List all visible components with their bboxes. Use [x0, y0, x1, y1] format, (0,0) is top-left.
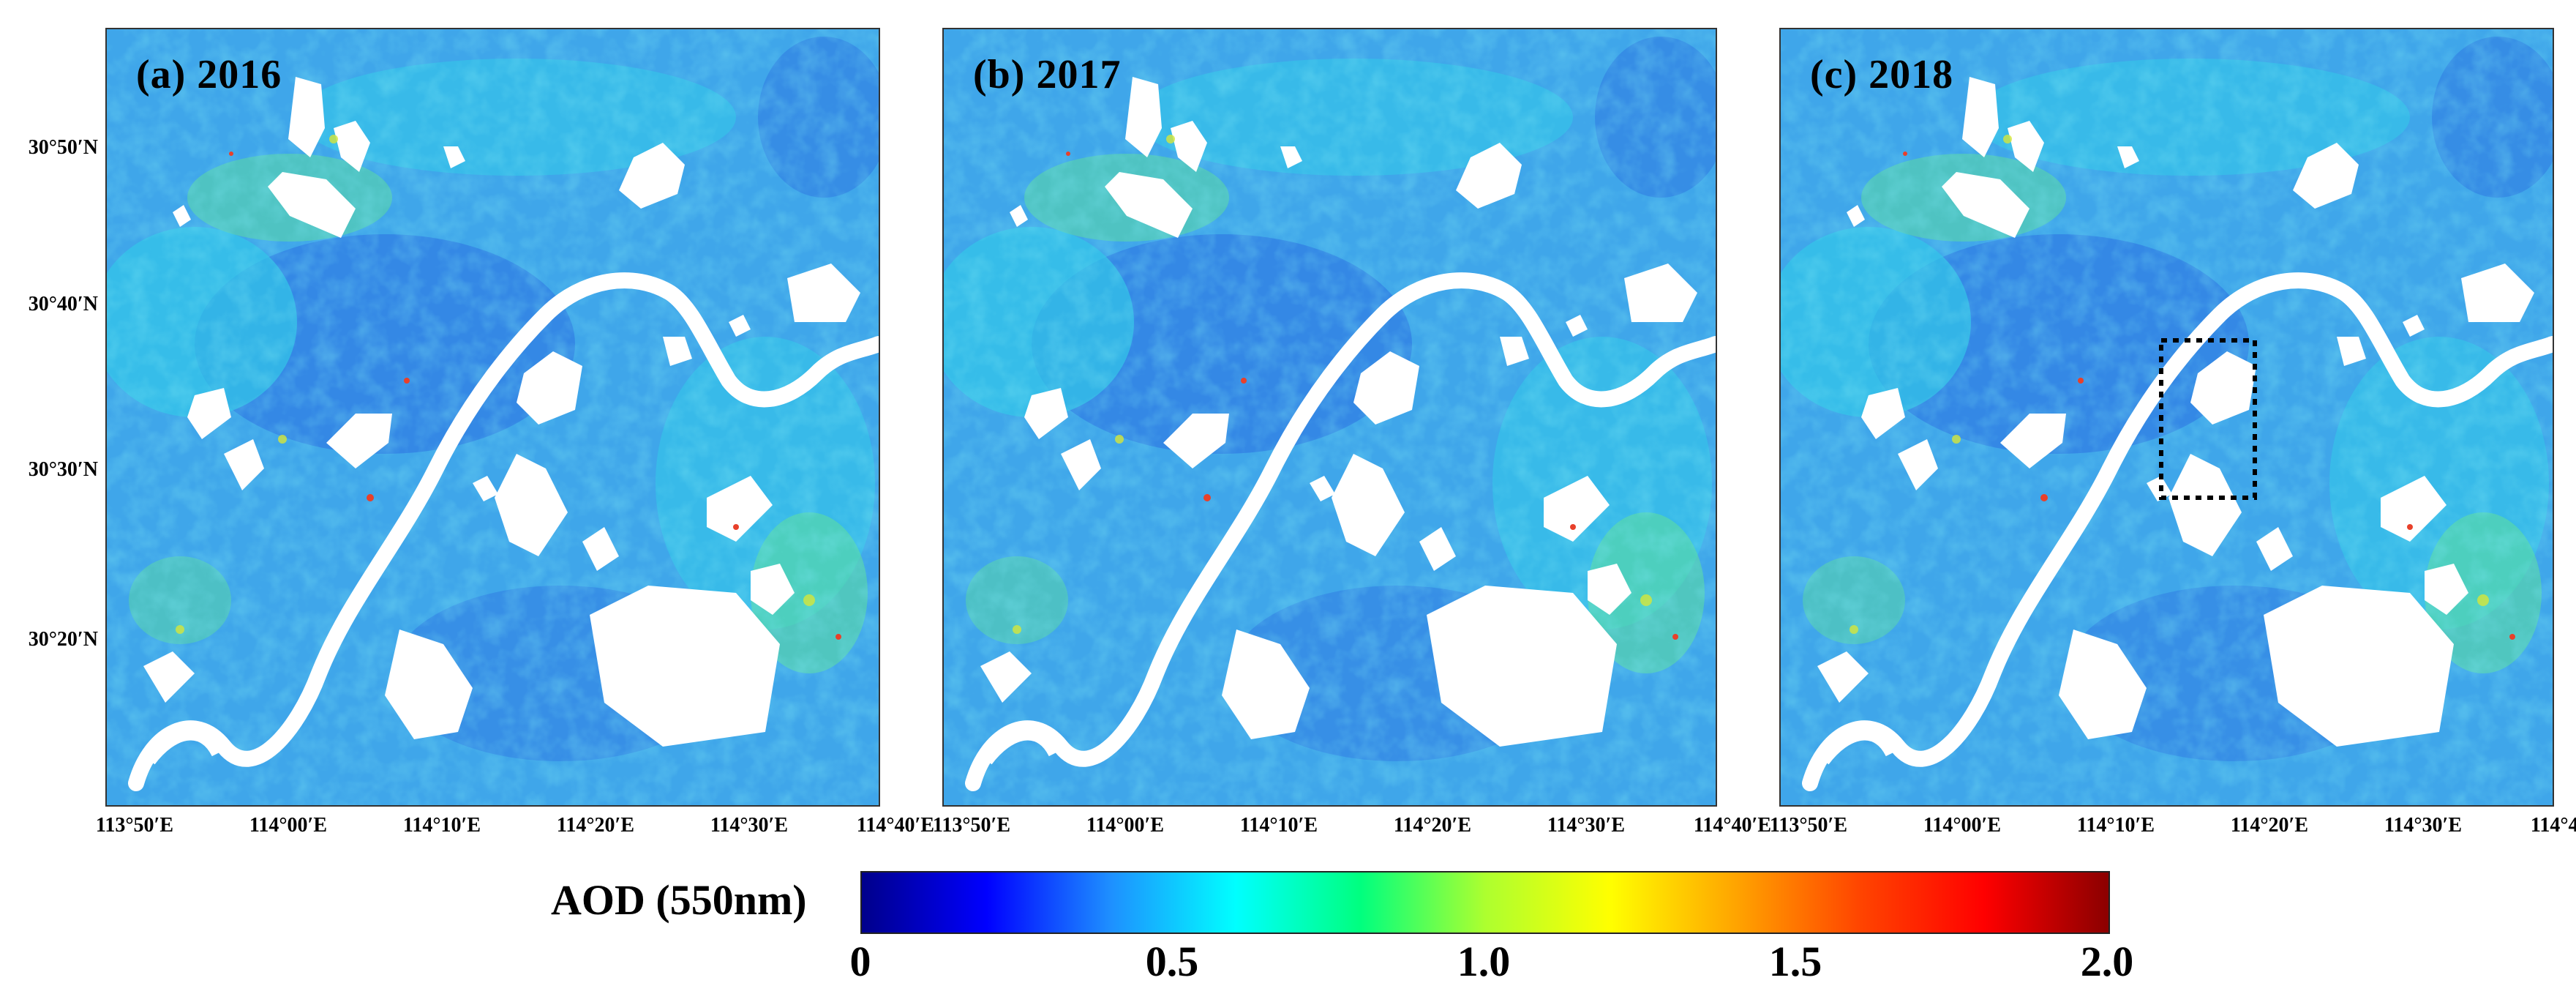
lon-label: 114°40′E — [2530, 814, 2576, 837]
lon-label: 114°40′E — [856, 814, 935, 837]
lon-label: 113°50′E — [1769, 814, 1848, 837]
lon-label: 114°10′E — [1239, 814, 1318, 837]
lon-label: 114°00′E — [249, 814, 328, 837]
lon-label: 114°20′E — [556, 814, 635, 837]
lon-label: 114°20′E — [2230, 814, 2309, 837]
colorbar-tick: 0 — [849, 938, 871, 985]
lat-label: 30°20′N — [28, 628, 98, 651]
lon-label: 114°00′E — [1923, 814, 2002, 837]
lon-label: 113°50′E — [95, 814, 174, 837]
lon-label: 114°20′E — [1393, 814, 1472, 837]
colorbar — [860, 871, 2110, 934]
lon-label: 113°50′E — [932, 814, 1011, 837]
map-panel-2018: (c) 2018 — [1779, 28, 2554, 807]
lon-label: 114°40′E — [1693, 814, 1772, 837]
lat-label: 30°40′N — [28, 293, 98, 315]
lon-label: 114°10′E — [402, 814, 481, 837]
aod-map-2018 — [1781, 29, 2553, 805]
lon-label: 114°10′E — [2076, 814, 2155, 837]
lat-label: 30°50′N — [28, 136, 98, 159]
panel-label: (a) 2016 — [136, 52, 282, 97]
panel-label: (c) 2018 — [1810, 52, 1954, 97]
aod-map-2016 — [107, 29, 879, 805]
lon-label: 114°00′E — [1086, 814, 1165, 837]
lat-label: 30°30′N — [28, 458, 98, 481]
lon-label: 114°30′E — [710, 814, 789, 837]
colorbar-tick: 1.5 — [1768, 938, 1822, 985]
colorbar-tick: 1.0 — [1457, 938, 1511, 985]
study-area-box — [2159, 338, 2257, 500]
map-panel-2017: (b) 2017 — [942, 28, 1717, 807]
map-panel-2016: (a) 2016 — [105, 28, 880, 807]
panel-label: (b) 2017 — [973, 52, 1122, 97]
lon-label: 114°30′E — [2384, 814, 2463, 837]
colorbar-title: AOD (550nm) — [551, 876, 807, 924]
aod-map-2017 — [944, 29, 1716, 805]
lon-label: 114°30′E — [1547, 814, 1626, 837]
colorbar-tick: 0.5 — [1145, 938, 1199, 985]
colorbar-tick: 2.0 — [2080, 938, 2134, 985]
